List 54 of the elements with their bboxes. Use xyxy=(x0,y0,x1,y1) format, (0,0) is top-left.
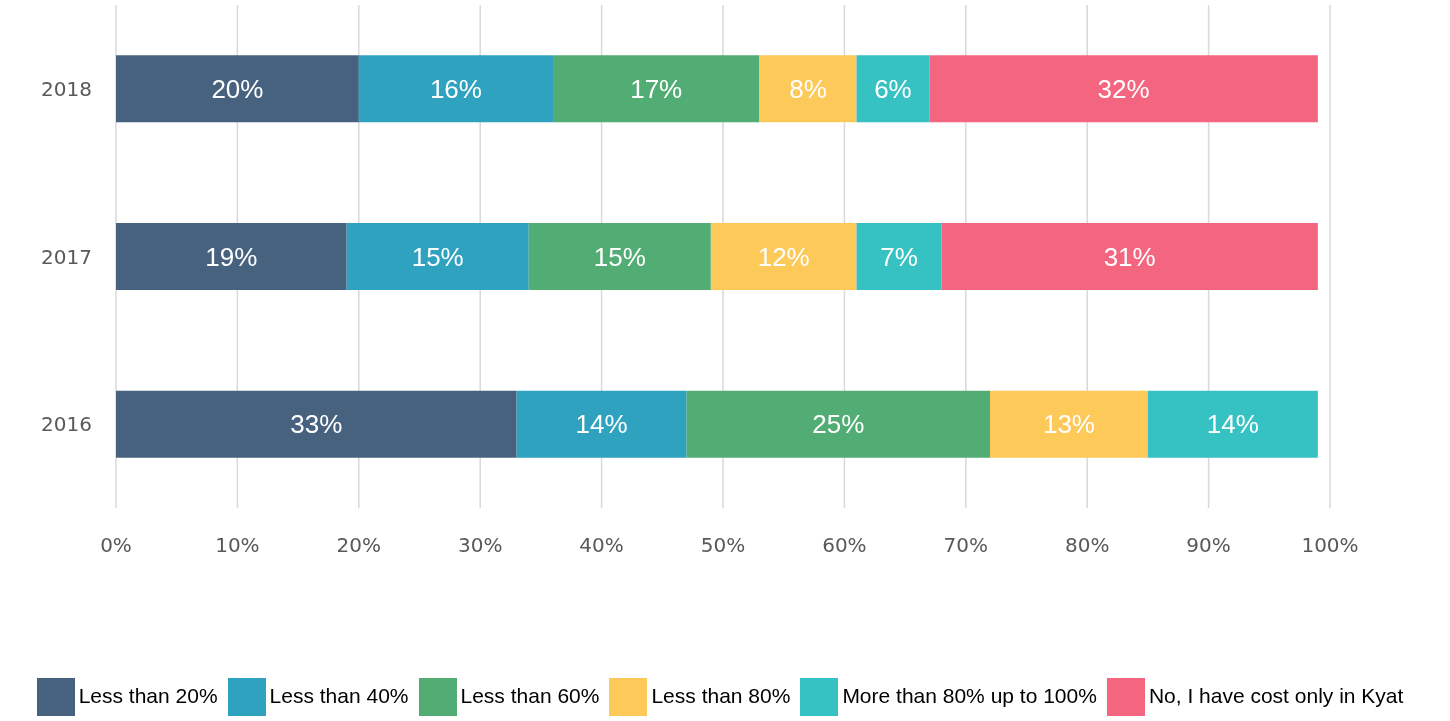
bar xyxy=(528,222,711,290)
bar xyxy=(346,222,529,290)
legend-label: More than 80% up to 100% xyxy=(842,683,1097,707)
bar xyxy=(553,55,760,123)
data-label: 16% xyxy=(429,74,482,105)
x-tick-label: 0% xyxy=(100,533,132,558)
bar xyxy=(990,390,1148,458)
bar xyxy=(116,390,517,458)
x-tick-label: 90% xyxy=(1186,533,1231,558)
data-label: 15% xyxy=(593,241,646,272)
bar xyxy=(929,55,1318,123)
bar xyxy=(516,390,687,458)
bar xyxy=(116,55,359,123)
data-label: 31% xyxy=(1103,241,1156,272)
data-label: 14% xyxy=(575,409,628,440)
x-tick-label: 80% xyxy=(1064,533,1110,558)
data-label: 15% xyxy=(411,241,464,272)
data-label: 19% xyxy=(205,241,258,272)
legend-label: Less than 20% xyxy=(78,683,218,707)
x-tick-label: 100% xyxy=(1301,533,1359,558)
legend-label: Less than 80% xyxy=(651,683,791,707)
data-label: 13% xyxy=(1042,409,1096,440)
y-tick-label: 2016 xyxy=(41,412,92,437)
x-tick-label: 10% xyxy=(215,533,260,558)
data-label: 32% xyxy=(1097,74,1150,105)
data-label: 12% xyxy=(757,241,810,272)
data-label: 14% xyxy=(1206,409,1259,440)
x-tick-label: 30% xyxy=(457,533,503,558)
bar xyxy=(759,55,857,123)
data-label: 20% xyxy=(211,74,264,105)
bar xyxy=(710,222,857,290)
bar xyxy=(856,55,930,123)
x-tick-label: 20% xyxy=(336,533,382,558)
legend-label: No, I have cost only in Kyat xyxy=(1148,683,1404,707)
bar xyxy=(941,222,1318,290)
x-tick-label: 50% xyxy=(700,533,746,558)
data-label: 7% xyxy=(880,241,918,272)
x-tick-label: 60% xyxy=(822,533,867,558)
bar xyxy=(856,222,942,290)
bar xyxy=(116,222,347,290)
data-label: 25% xyxy=(812,409,865,440)
legend-label: Less than 40% xyxy=(269,683,409,707)
bar xyxy=(686,390,991,458)
x-tick-label: 40% xyxy=(579,533,624,558)
bar xyxy=(1147,390,1318,458)
y-tick-label: 2017 xyxy=(41,244,92,269)
data-label: 33% xyxy=(290,409,343,440)
data-label: 6% xyxy=(874,74,912,105)
y-tick-label: 2018 xyxy=(41,76,92,101)
bar xyxy=(358,55,554,123)
legend-label: Less than 60% xyxy=(460,683,600,707)
x-tick-label: 70% xyxy=(943,533,989,558)
data-label: 17% xyxy=(630,74,683,105)
data-label: 8% xyxy=(789,74,827,105)
